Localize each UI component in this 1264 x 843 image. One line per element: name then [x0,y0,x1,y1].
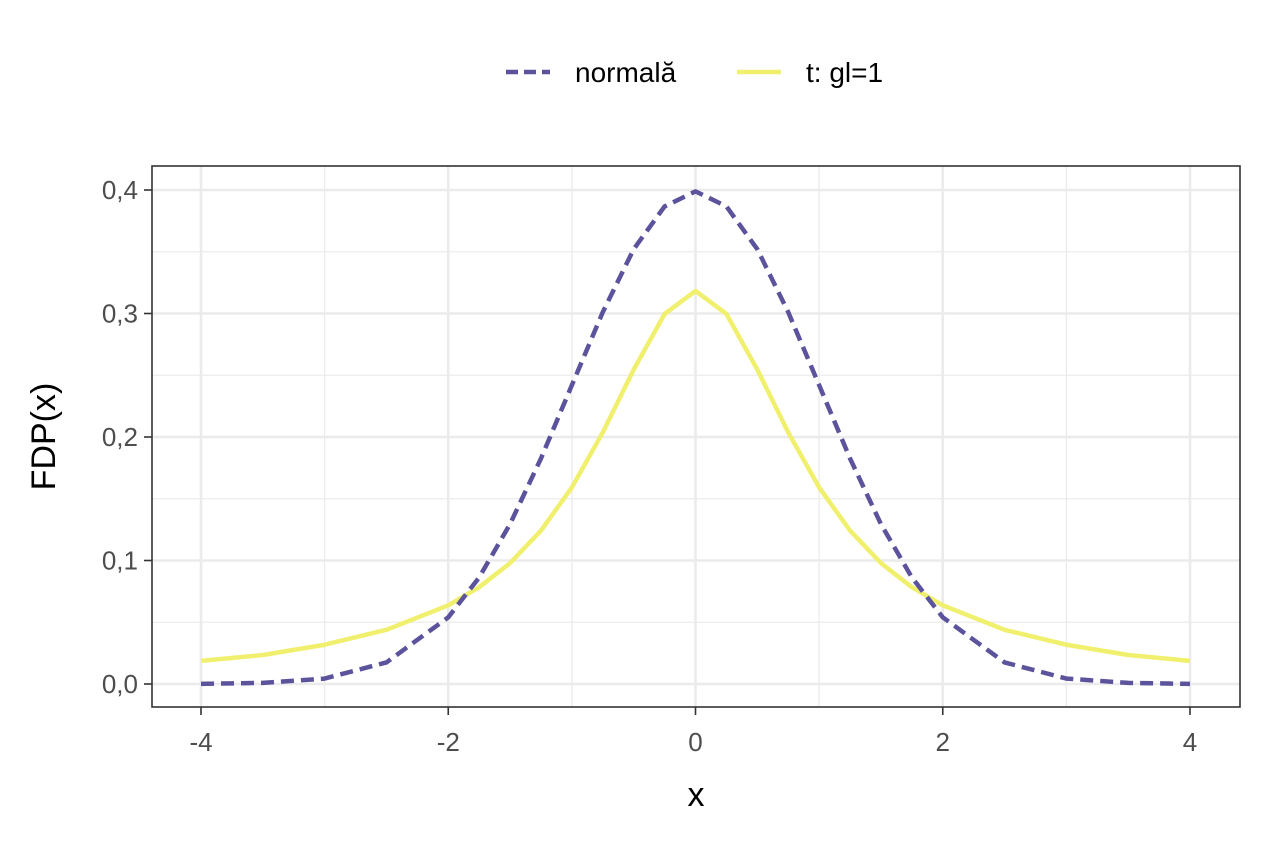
x-tick-label: 4 [1183,727,1197,757]
axes: -4 -2 0 2 4 0,0 0,1 0,2 0,3 0,4 [102,175,1197,757]
y-tick-label: 0,2 [102,422,138,452]
series-line-t [200,288,1191,664]
legend: normală t: gl=1 [506,57,883,88]
x-axis-title: x [688,776,705,814]
y-tick-label: 0,4 [102,175,138,205]
grid [152,166,1240,707]
series-line-normala [200,189,1191,687]
x-tick-label: 2 [936,727,950,757]
x-tick-label: -2 [437,727,460,757]
series-layer [200,189,1191,687]
x-tick-label: -4 [189,727,212,757]
y-tick-label: 0,0 [102,669,138,699]
legend-label-t: t: gl=1 [806,57,883,88]
y-axis-title: FDP(x) [25,383,63,491]
legend-label-normala: normală [575,57,677,88]
y-tick-label: 0,3 [102,299,138,329]
y-tick-label: 0,1 [102,546,138,576]
x-tick-label: 0 [688,727,702,757]
